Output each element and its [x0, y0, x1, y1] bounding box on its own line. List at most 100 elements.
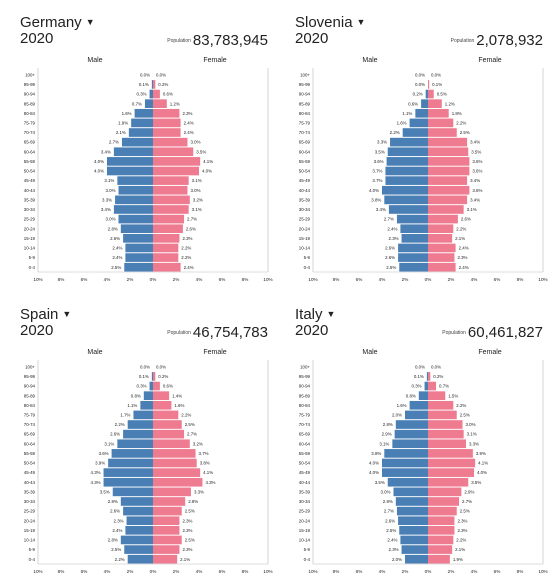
male-bar — [120, 535, 153, 545]
male-value-label: 0.1% — [414, 374, 424, 379]
age-group-label: 100+ — [300, 364, 310, 369]
population-panel-spain: Spain ▼ 2020 Population 46,754,783 Male Fem… — [10, 300, 273, 575]
female-bar — [428, 89, 434, 99]
female-value-label: 2.4% — [184, 130, 194, 135]
female-value-label: 2.7% — [187, 432, 197, 437]
age-group-label: 90-94 — [299, 384, 311, 389]
male-value-label: 3.5% — [375, 149, 385, 154]
male-value-label: 2.8% — [108, 499, 118, 504]
population-value: 46,754,783 — [192, 324, 268, 341]
male-value-label: 1.1% — [402, 111, 412, 116]
dropdown-caret-icon[interactable]: ▼ — [85, 17, 95, 27]
population-total: Population 46,754,783 — [167, 324, 268, 342]
age-group-label: 15-19 — [24, 528, 36, 533]
female-bar — [428, 118, 454, 128]
female-bar — [153, 458, 197, 468]
male-value-label: 1.6% — [122, 111, 132, 116]
male-value-label: 0.0% — [415, 364, 425, 369]
country-selector[interactable]: Slovenia ▼ — [295, 14, 365, 31]
male-bar — [125, 253, 153, 262]
country-selector[interactable]: Spain ▼ — [20, 306, 71, 323]
female-bar — [428, 535, 454, 545]
male-bar — [143, 391, 153, 400]
female-bar — [153, 253, 179, 262]
female-value-label: 0.5% — [437, 92, 447, 97]
male-bar — [117, 439, 153, 449]
male-bar — [133, 410, 153, 420]
female-bar — [428, 234, 453, 243]
age-group-label: 70-74 — [299, 130, 311, 135]
female-value-label: 3.2% — [193, 197, 203, 202]
female-bar — [428, 400, 454, 410]
female-value-label: 2.3% — [182, 236, 192, 241]
female-bar — [153, 137, 188, 147]
age-group-label: 20-24 — [24, 226, 36, 231]
age-group-label: 25-29 — [299, 217, 311, 222]
female-value-label: 3.6% — [472, 188, 482, 193]
male-bar — [390, 137, 428, 147]
male-value-label: 4.0% — [94, 159, 104, 164]
male-value-label: 2.3% — [114, 518, 124, 523]
male-value-label: 3.8% — [371, 451, 381, 456]
male-value-label: 3.1% — [104, 441, 114, 446]
female-bar — [153, 108, 180, 118]
age-group-label: 95-99 — [24, 374, 36, 379]
male-value-label: 3.1% — [379, 441, 389, 446]
male-bar — [134, 108, 153, 118]
male-bar — [124, 262, 153, 272]
female-value-label: 1.6% — [174, 403, 184, 408]
x-tick-label: 2% — [173, 277, 180, 282]
female-bar — [428, 545, 453, 554]
female-bar — [428, 157, 470, 166]
female-value-label: 3.3% — [194, 489, 204, 494]
female-value-label: 3.0% — [191, 188, 201, 193]
male-bar — [118, 214, 153, 224]
population-pyramid-chart: Male Female 2.2% 2.1% 0-4 2.5% 2.3% 5-9 2.8% 2.5%… — [24, 349, 273, 574]
female-bar — [153, 157, 201, 166]
female-value-label: 2.6% — [186, 226, 196, 231]
female-value-label: 0.0% — [156, 72, 166, 77]
population-pyramid-chart: Male Female 2.5% 2.4% 0-4 2.6% 2.3% 5-9 2.6% 2.4%… — [299, 57, 548, 282]
population-label: Population — [450, 38, 475, 44]
female-bar — [428, 516, 455, 526]
male-value-label: 2.6% — [110, 236, 120, 241]
dropdown-caret-icon[interactable]: ▼ — [356, 17, 366, 27]
male-bar — [384, 195, 428, 205]
dropdown-caret-icon[interactable]: ▼ — [62, 309, 72, 319]
male-bar — [398, 243, 428, 253]
country-selector[interactable]: Italy ▼ — [295, 306, 335, 323]
male-value-label: 0.0% — [140, 364, 150, 369]
female-bar — [153, 487, 191, 497]
male-bar — [125, 526, 153, 535]
female-value-label: 3.4% — [470, 140, 480, 145]
country-selector[interactable]: Germany ▼ — [20, 14, 95, 31]
age-group-label: 35-39 — [24, 197, 36, 202]
age-group-label: 85-89 — [24, 101, 36, 106]
x-tick-label: 8% — [58, 277, 65, 282]
female-value-label: 2.5% — [460, 130, 470, 135]
age-group-label: 40-44 — [299, 480, 311, 485]
x-tick-label: 0% — [150, 277, 157, 282]
male-value-label: 0.0% — [415, 72, 425, 77]
female-bar — [428, 439, 466, 449]
age-group-label: 10-14 — [24, 538, 36, 543]
age-group-label: 0-4 — [29, 265, 36, 270]
female-bar — [428, 429, 464, 439]
male-bar — [149, 381, 153, 391]
x-tick-label: 6% — [356, 569, 363, 574]
female-bar — [428, 449, 473, 458]
female-bar — [153, 214, 185, 224]
female-value-label: 2.6% — [461, 217, 471, 222]
age-group-label: 20-24 — [24, 518, 36, 523]
x-tick-label: 4% — [471, 569, 478, 574]
male-bar — [124, 545, 153, 554]
male-bar — [396, 214, 428, 224]
male-value-label: 3.6% — [374, 159, 384, 164]
female-bar — [428, 410, 457, 420]
age-group-label: 0-4 — [304, 265, 311, 270]
male-value-label: 2.6% — [385, 246, 395, 251]
dropdown-caret-icon[interactable]: ▼ — [326, 309, 336, 319]
age-group-label: 75-79 — [24, 413, 36, 418]
age-group-label: 90-94 — [24, 384, 36, 389]
male-bar — [399, 262, 428, 272]
